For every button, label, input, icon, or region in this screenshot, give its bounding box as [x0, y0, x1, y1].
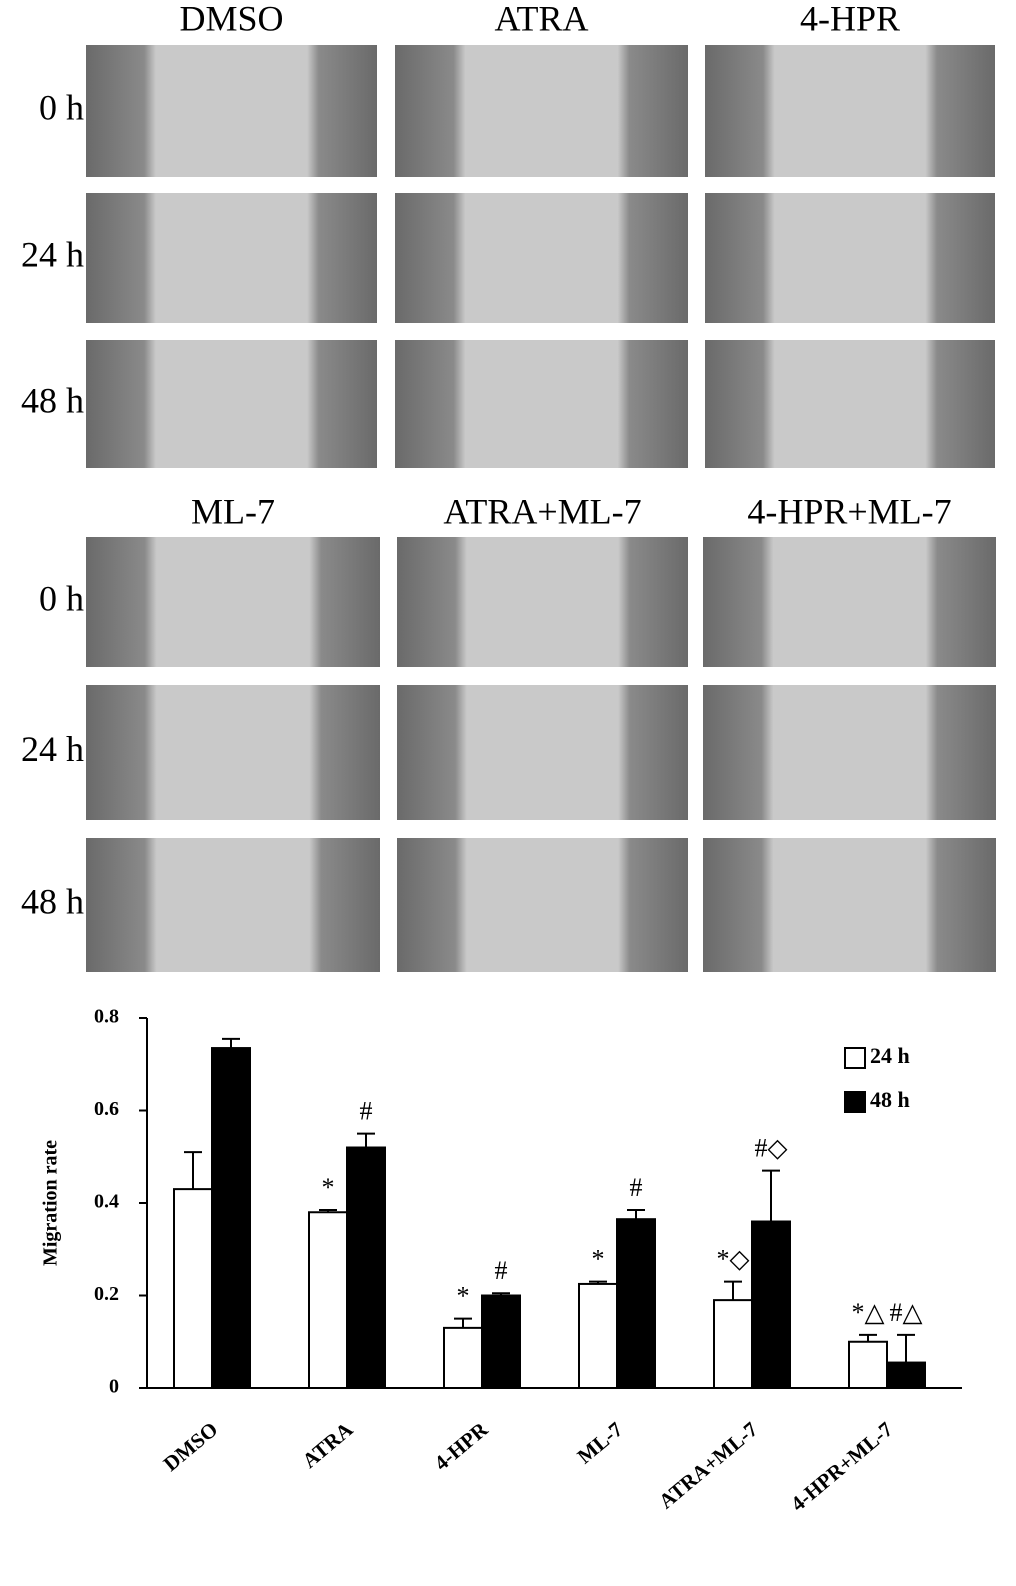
- y-axis-label: Migration rate: [40, 1140, 62, 1266]
- significance-mark: *△: [852, 1298, 885, 1327]
- microscopy-image: [397, 537, 688, 667]
- panel-column-title: ATRA: [494, 0, 588, 38]
- bar: [308, 1211, 348, 1389]
- panel-column-title: 4-HPR: [800, 0, 900, 38]
- bar: [886, 1361, 926, 1389]
- legend-swatch: [844, 1047, 866, 1069]
- error-bar: [589, 1280, 607, 1284]
- microscopy-image: [86, 340, 377, 468]
- x-tick-label: ATRA: [297, 1417, 357, 1473]
- microscopy-image: [397, 685, 688, 820]
- significance-mark: *: [322, 1173, 335, 1202]
- panel-column-title: DMSO: [179, 0, 283, 38]
- significance-mark: #△: [890, 1298, 923, 1327]
- bar: [173, 1188, 213, 1389]
- y-tick-label: 0.8: [94, 1006, 119, 1028]
- error-bar: [627, 1208, 645, 1220]
- error-bar: [724, 1280, 742, 1301]
- error-bar: [222, 1037, 240, 1049]
- panel-row-label: 48 h: [21, 881, 84, 921]
- significance-mark: #: [360, 1097, 373, 1126]
- microscopy-image: [395, 193, 688, 323]
- bar: [578, 1282, 618, 1389]
- bar: [211, 1047, 251, 1389]
- panel-column-title: 4-HPR+ML-7: [747, 491, 951, 531]
- legend-swatch: [844, 1091, 866, 1113]
- significance-mark: #: [630, 1173, 643, 1202]
- significance-mark: #◇: [755, 1134, 788, 1163]
- microscopy-image: [86, 537, 380, 667]
- bar: [443, 1326, 483, 1389]
- microscopy-image: [397, 838, 688, 972]
- microscopy-image: [86, 193, 377, 323]
- bar: [713, 1299, 753, 1389]
- error-bar: [454, 1317, 472, 1328]
- error-bar: [897, 1333, 915, 1363]
- significance-mark: *◇: [717, 1245, 750, 1274]
- microscopy-image: [395, 340, 688, 468]
- bar: [751, 1220, 791, 1389]
- error-bar: [859, 1333, 877, 1342]
- microscopy-image: [705, 193, 995, 323]
- microscopy-image: [703, 838, 996, 972]
- bar: [616, 1218, 656, 1389]
- x-tick-label: ATRA+ML-7: [654, 1417, 762, 1513]
- y-tick-label: 0.4: [94, 1191, 119, 1213]
- panel-row-label: 24 h: [21, 729, 84, 769]
- bar: [848, 1340, 888, 1389]
- y-tick-label: 0.6: [94, 1098, 119, 1120]
- microscopy-image: [86, 45, 377, 177]
- error-bar: [357, 1132, 375, 1148]
- y-tick-label: 0.2: [94, 1283, 119, 1305]
- significance-mark: *: [457, 1282, 470, 1311]
- panel-row-label: 24 h: [21, 234, 84, 274]
- legend-label: 48 h: [870, 1087, 910, 1112]
- x-tick-label: ML-7: [573, 1417, 628, 1468]
- microscopy-image: [705, 340, 995, 468]
- microscopy-image: [395, 45, 688, 177]
- panel-row-label: 0 h: [39, 578, 84, 618]
- error-bar: [762, 1169, 780, 1222]
- microscopy-image: [86, 838, 380, 972]
- significance-mark: *: [592, 1245, 605, 1274]
- panel-column-title: ML-7: [191, 491, 275, 531]
- legend-label: 24 h: [870, 1043, 910, 1068]
- bar: [346, 1146, 386, 1389]
- panel-row-label: 48 h: [21, 380, 84, 420]
- microscopy-image: [703, 537, 996, 667]
- microscopy-image: [86, 685, 380, 820]
- x-tick-label: 4-HPR: [430, 1417, 493, 1476]
- error-bar: [319, 1208, 337, 1213]
- microscopy-image: [705, 45, 995, 177]
- significance-mark: #: [495, 1256, 508, 1285]
- microscopy-image: [703, 685, 996, 820]
- y-tick-label: 0: [109, 1376, 119, 1398]
- error-bar: [492, 1292, 510, 1296]
- x-tick-label: DMSO: [159, 1417, 223, 1476]
- bar: [481, 1294, 521, 1389]
- x-tick-label: 4-HPR+ML-7: [786, 1417, 897, 1516]
- error-bar: [184, 1151, 202, 1190]
- panel-row-label: 0 h: [39, 87, 84, 127]
- panel-column-title: ATRA+ML-7: [443, 491, 641, 531]
